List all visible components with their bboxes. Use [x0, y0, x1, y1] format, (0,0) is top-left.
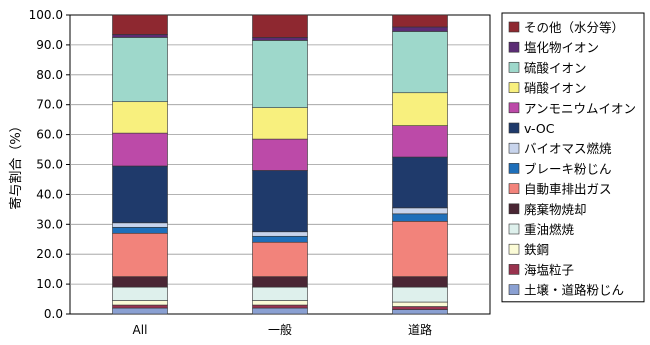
legend-swatch [508, 82, 520, 93]
bar-segment [392, 14, 448, 28]
bar-segment [392, 309, 448, 315]
legend-label: その他（水分等） [524, 20, 624, 35]
legend-label: 塩化物イオン [524, 40, 599, 55]
legend-label: バイオマス燃焼 [524, 141, 612, 156]
bar-segment [252, 14, 308, 38]
bar-segment [112, 101, 168, 134]
bar-segment [112, 132, 168, 167]
bar-segment [392, 26, 448, 32]
bar-segment [112, 276, 168, 288]
bar-segment [392, 276, 448, 288]
y-tick-label: 60.0 [36, 128, 63, 142]
bar-segment [112, 37, 168, 103]
bar-segment [392, 301, 448, 307]
y-tick-label: 30.0 [36, 217, 63, 231]
bar-segment [252, 307, 308, 315]
legend-swatch [508, 62, 520, 73]
bar-segment [112, 226, 168, 234]
legend-label: ブレーキ粉じん [524, 161, 612, 176]
bar-segment [392, 125, 448, 158]
legend-label: 土壌・道路粉じん [524, 283, 624, 298]
bar-segment [252, 241, 308, 277]
bar-segment [252, 276, 308, 288]
bar-segment [112, 300, 168, 306]
bar-segment [392, 207, 448, 215]
bar-segment [252, 170, 308, 233]
legend-swatch [508, 284, 520, 295]
bars [112, 14, 448, 315]
bar-segment [392, 92, 448, 126]
bar-segment [392, 221, 448, 277]
bar-segment [112, 286, 168, 301]
legend-swatch [508, 243, 520, 255]
bar-segment [112, 307, 168, 315]
legend-label: 海塩粒子 [524, 262, 574, 277]
y-tick-label: 10.0 [36, 277, 63, 291]
legend-swatch [508, 102, 520, 114]
legend-swatch [508, 183, 520, 194]
bar-segment [112, 165, 168, 224]
bar-segment [252, 286, 308, 301]
legend-label: 硫酸イオン [524, 60, 587, 75]
legend-swatch [508, 41, 520, 53]
bar-segment [112, 304, 168, 309]
legend-swatch [508, 223, 520, 235]
x-axis-ticks: All 一般 道路 [133, 322, 432, 337]
bar-segment [392, 286, 448, 303]
x-tick-label: All [133, 323, 148, 337]
bar-segment [112, 14, 168, 35]
x-tick-label: 一般 [268, 322, 292, 337]
bar-segment [252, 138, 308, 171]
y-axis-label: 寄与割合（%） [8, 119, 24, 209]
y-tick-label: 0.0 [44, 307, 63, 321]
bar-segment [392, 306, 448, 310]
legend-label: v-OC [524, 121, 555, 136]
bar-segment [112, 222, 168, 228]
bar-segment [252, 40, 308, 108]
bar-segment [252, 37, 308, 41]
y-tick-label: 100.0 [29, 8, 63, 22]
y-tick-label: 50.0 [36, 158, 63, 172]
y-tick-label: 80.0 [36, 68, 63, 82]
bar-segment [252, 235, 308, 243]
y-tick-label: 70.0 [36, 98, 63, 112]
bar-segment [392, 213, 448, 222]
bar-segment [252, 231, 308, 237]
bar-segment [392, 31, 448, 94]
y-axis-ticks: 0.0 10.0 20.0 30.0 40.0 50.0 60.0 70.0 80.0 90.0 1… [29, 8, 70, 321]
legend-swatch [508, 122, 520, 134]
legend-label: 硝酸イオン [524, 81, 587, 96]
legend-swatch [508, 264, 520, 275]
bar-segment [252, 304, 308, 309]
legend-swatch [508, 21, 520, 33]
bar-segment [392, 156, 448, 209]
legend-box [501, 12, 645, 303]
y-tick-label: 40.0 [36, 187, 63, 201]
y-tick-label: 20.0 [36, 247, 63, 261]
legend-label: 廃棄物焼却 [524, 202, 587, 217]
x-tick-label: 道路 [408, 322, 432, 337]
bar-segment [252, 300, 308, 306]
bar-segment [252, 107, 308, 140]
legend-swatch [508, 203, 520, 215]
bar-segment [112, 232, 168, 277]
legend-label: アンモニウムイオン [524, 101, 636, 116]
legend-swatch [508, 163, 520, 174]
legend-label: 重油燃焼 [524, 222, 575, 237]
legend-label: 鉄鋼 [524, 242, 549, 257]
legend-swatch [508, 142, 520, 154]
y-tick-label: 90.0 [36, 38, 63, 52]
legend-label: 自動車排出ガス [524, 182, 612, 197]
bar-segment [112, 34, 168, 38]
